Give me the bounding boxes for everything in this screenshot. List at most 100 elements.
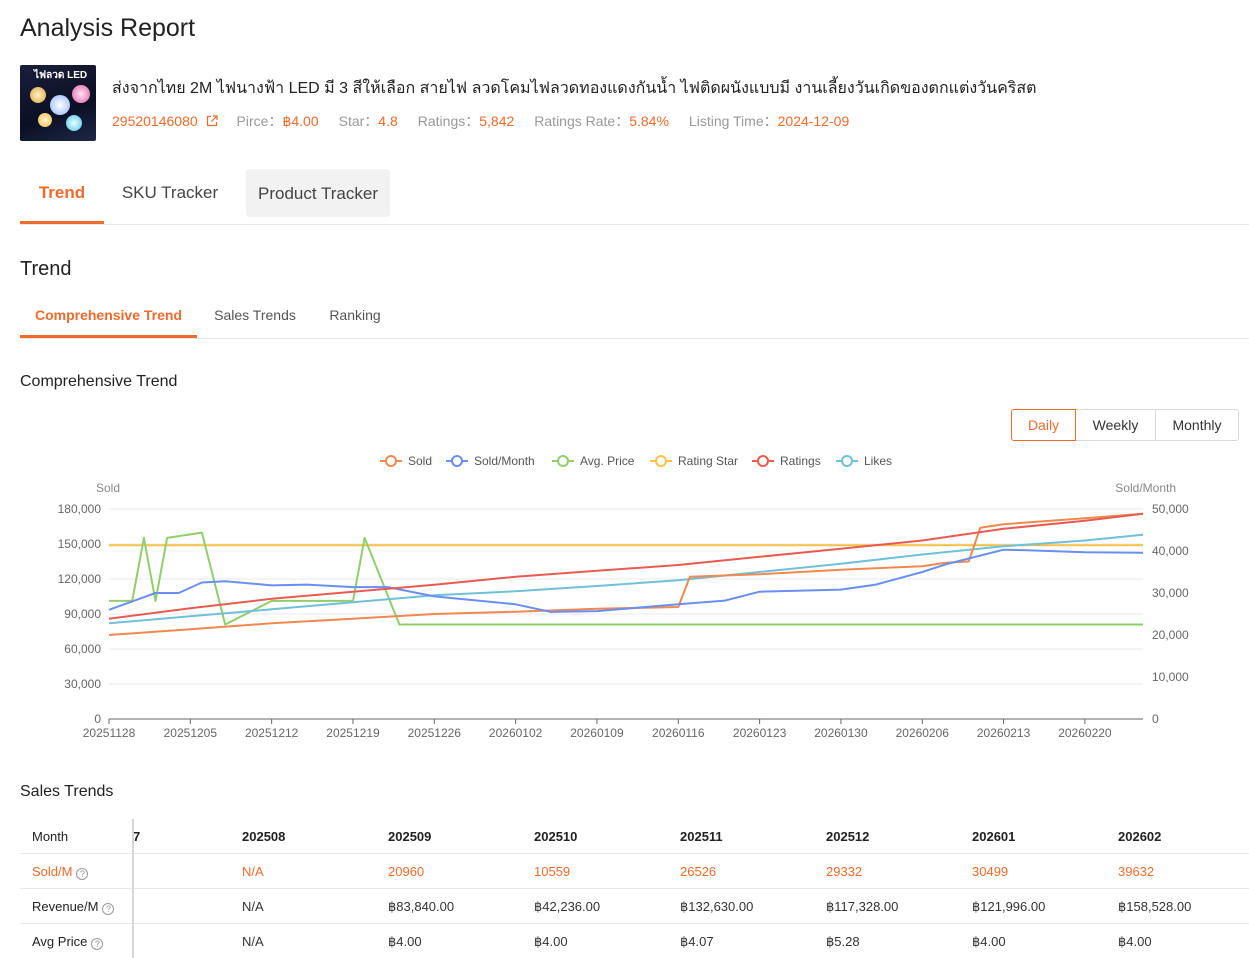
series-line-ratings <box>108 512 1144 620</box>
table-row-sold: Sold/M? N/A 20960 10559 26526 29332 3049… <box>20 854 1249 889</box>
legend-label: Sold/Month <box>474 454 535 468</box>
ratings-value: 5,842 <box>479 113 515 129</box>
tab-sales-trends[interactable]: Sales Trends <box>214 307 296 323</box>
product-id-link[interactable]: 29520146080 <box>112 113 218 129</box>
tab-sku-tracker[interactable]: SKU Tracker <box>121 183 219 202</box>
table-cell: ฿4.00 <box>972 934 1006 949</box>
x-tick-label: 20260220 <box>1058 726 1112 740</box>
ratings-rate-label: Ratings Rate： <box>534 113 630 129</box>
legend-marker <box>841 455 853 467</box>
weekly-button[interactable]: Weekly <box>1075 409 1156 441</box>
left-tick-label: 180,000 <box>58 502 102 516</box>
table-cell: 10559 <box>534 864 571 879</box>
help-icon[interactable]: ? <box>91 938 104 950</box>
table-cell: ฿4.00 <box>1118 934 1152 949</box>
chart-title: Comprehensive Trend <box>20 373 178 390</box>
column-header: 202510 <box>534 829 578 844</box>
price-field: Pirce：฿4.00 <box>237 111 319 131</box>
table-cell: ฿121,996.00 <box>972 899 1046 914</box>
thumbnail-bulb <box>30 87 46 103</box>
column-header: 7 <box>133 829 141 844</box>
product-id[interactable]: 29520146080 <box>112 113 198 129</box>
right-tick-label: 40,000 <box>1152 544 1189 558</box>
left-axis-label: Sold <box>96 481 120 495</box>
legend-marker <box>655 455 667 467</box>
table-cell: ฿4.07 <box>680 934 714 949</box>
right-tick-label: 20,000 <box>1152 628 1189 642</box>
tab-comprehensive-trend[interactable]: Comprehensive Trend <box>20 296 197 338</box>
tab-ranking[interactable]: Ranking <box>329 307 381 323</box>
table-cell: N/A <box>242 934 264 949</box>
row-label: Revenue/M? <box>32 889 115 924</box>
product-name: ส่งจากไทย 2M ไฟนางฟ้า LED มี 3 สีให้เลือ… <box>112 80 1037 97</box>
price-label: Pirce： <box>236 113 283 129</box>
legend-label: Ratings <box>780 454 821 468</box>
product-meta: 29520146080 Pirce：฿4.00 Star：4.8 Ratings… <box>112 111 869 131</box>
listing-time-label: Listing Time： <box>688 113 778 129</box>
section-title: Trend <box>20 258 72 280</box>
right-tick-label: 10,000 <box>1152 670 1189 684</box>
thumbnail-bulb <box>50 95 70 115</box>
period-toggle: Daily Weekly Monthly <box>1011 409 1239 441</box>
legend-marker <box>451 455 463 467</box>
table-cell: ฿132,630.00 <box>680 899 754 914</box>
table-cell: ฿117,328.00 <box>826 899 899 914</box>
listing-time-field: Listing Time：2024-12-09 <box>689 111 849 131</box>
sales-trends-title: Sales Trends <box>20 783 114 800</box>
monthly-button[interactable]: Monthly <box>1155 409 1239 441</box>
right-tick-label: 0 <box>1152 712 1159 726</box>
table-header-row: Month 7 202508 202509 202510 202511 2025… <box>20 819 1249 854</box>
x-tick-label: 20251128 <box>83 726 136 740</box>
column-header: 202511 <box>680 829 723 844</box>
table-cell: 29332 <box>826 864 863 879</box>
table-row-revenue: Revenue/M? N/A ฿83,840.00 ฿42,236.00 ฿13… <box>20 889 1249 924</box>
table-cell: 39632 <box>1118 864 1155 879</box>
series-line-avg-price <box>109 531 1143 626</box>
row-label-text: Sold/M <box>32 864 73 879</box>
row-label-text: Revenue/M <box>32 899 99 914</box>
x-tick-label: 20251205 <box>164 726 218 740</box>
x-tick-label: 20260206 <box>896 726 950 740</box>
column-header: 202512 <box>826 829 870 844</box>
help-icon[interactable]: ? <box>76 868 89 880</box>
table-cell: ฿5.28 <box>826 934 860 949</box>
ratings-label: Ratings： <box>417 113 480 129</box>
table-cell: ฿4.00 <box>534 934 568 949</box>
comprehensive-trend-chart[interactable]: Sold Sold/Month Avg. Price Rating Star Ratin… <box>0 440 1249 750</box>
x-tick-label: 20260116 <box>652 726 705 740</box>
listing-time-value: 2024-12-09 <box>777 113 850 129</box>
column-header: Month <box>32 829 69 844</box>
star-label: Star： <box>338 113 379 129</box>
x-tick-label: 20260123 <box>733 726 787 740</box>
daily-button[interactable]: Daily <box>1011 409 1076 441</box>
thumbnail-bulb <box>72 85 90 103</box>
x-tick-label: 20260102 <box>489 726 543 740</box>
help-icon[interactable]: ? <box>102 903 115 915</box>
sub-tabs: Comprehensive Trend Sales Trends Ranking <box>20 296 1249 339</box>
table-cell: ฿42,236.00 <box>534 899 601 914</box>
tab-product-tracker[interactable]: Product Tracker <box>246 169 390 217</box>
legend-label: Rating Star <box>678 454 738 468</box>
left-tick-label: 150,000 <box>58 537 102 551</box>
product-thumbnail[interactable]: ไฟลวด LED <box>20 65 96 141</box>
external-link-icon[interactable] <box>206 115 218 127</box>
table-cell: 20960 <box>388 864 425 879</box>
series-line-sold-month <box>108 548 1144 613</box>
thumbnail-bulb <box>66 115 82 131</box>
right-axis-label: Sold/Month <box>1115 481 1176 495</box>
legend-marker <box>557 455 569 467</box>
left-tick-label: 90,000 <box>64 607 101 621</box>
tab-trend[interactable]: Trend <box>20 168 104 224</box>
legend-label: Sold <box>408 454 432 468</box>
thumbnail-bulb <box>38 113 52 127</box>
column-header: 202509 <box>388 829 432 844</box>
table-cell: ฿4.00 <box>388 934 422 949</box>
ratings-rate-field: Ratings Rate：5.84% <box>534 111 669 131</box>
row-label: Sold/M? <box>32 854 89 889</box>
x-tick-label: 20251219 <box>326 726 380 740</box>
table-cell: ฿83,840.00 <box>388 899 455 914</box>
table-cell: N/A <box>242 864 264 879</box>
x-tick-label: 20251212 <box>245 726 299 740</box>
legend-label: Likes <box>864 454 892 468</box>
left-tick-label: 60,000 <box>64 642 101 656</box>
